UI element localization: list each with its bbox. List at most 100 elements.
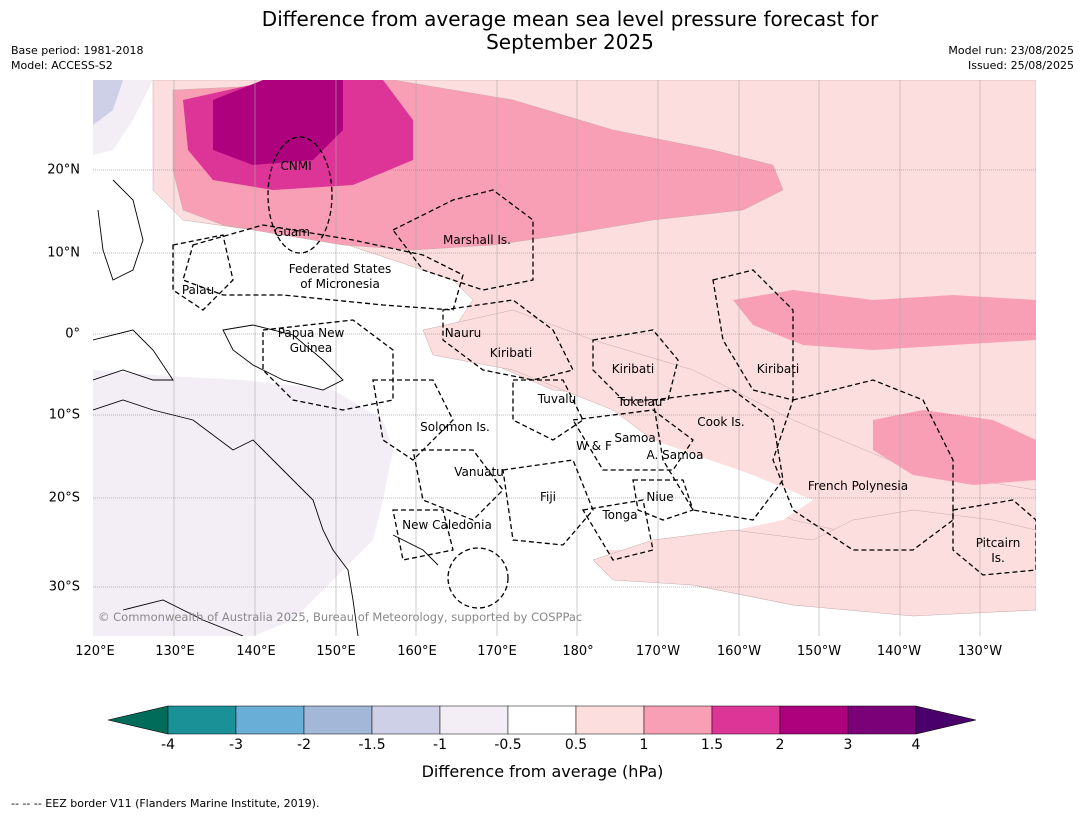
colorbar-segment-1 — [235, 705, 305, 735]
region-label-pitcairn-1: Pitcairn — [975, 536, 1021, 550]
coast-new-zealand — [122, 599, 244, 636]
lon-label-130w: 130°W — [957, 644, 1003, 659]
region-label-kiribati-phoenix: Kiribati — [611, 362, 655, 376]
eez-marshall — [392, 189, 534, 291]
colorbar-tick-label: 2 — [775, 737, 785, 753]
region-label-wallis-futuna: W & F — [576, 439, 612, 453]
meta-right: Model run: 23/08/2025 Issued: 25/08/2025 — [948, 43, 1074, 73]
eez-kiribati-phoenix — [592, 329, 679, 401]
region-label-vanuatu: Vanuatu — [454, 465, 504, 479]
colorbar-under-arrow — [107, 705, 169, 735]
eez-cook — [652, 389, 784, 521]
colorbar-tick-label: -1.5 — [358, 737, 386, 753]
anomaly-contour-neg-1 — [93, 80, 123, 125]
region-label-kiribati-gilbert: Kiribati — [489, 346, 533, 360]
region-label-tonga: Tonga — [602, 508, 638, 522]
eez-kiribati-gilbert — [442, 299, 574, 381]
region-label-solomon: Solomon Is. — [420, 420, 490, 434]
region-label-french-polynesia: French Polynesia — [807, 479, 909, 493]
lon-label-150w: 150°W — [796, 644, 842, 659]
colorbar-title: Difference from average (hPa) — [421, 762, 664, 781]
title-line-2: September 2025 — [486, 30, 654, 54]
region-label-fsm-2: of Micronesia — [300, 277, 380, 291]
region-label-tokelau: Tokelau — [617, 395, 663, 409]
eez-new-caledonia — [392, 509, 454, 561]
region-label-american-samoa: A. Samoa — [646, 448, 704, 462]
eez-tuvalu — [512, 379, 584, 441]
gridlines — [173, 80, 981, 636]
coast-australia — [93, 399, 359, 636]
eez-island-south — [447, 547, 509, 609]
eez-solomon — [372, 379, 454, 461]
colorbar-segment-4 — [439, 705, 509, 735]
eez-fiji — [502, 459, 594, 546]
model-run: Model run: 23/08/2025 — [948, 44, 1074, 57]
colorbar-tick-label: 4 — [911, 737, 921, 753]
meta-left: Base period: 1981-2018 Model: ACCESS-S2 — [11, 43, 143, 73]
eez-cnmi-guam — [267, 136, 333, 254]
region-label-fiji: Fiji — [539, 490, 557, 504]
lat-label-10n: 10°N — [47, 245, 80, 261]
base-period: Base period: 1981-2018 — [11, 44, 144, 57]
eez-fsm — [182, 224, 464, 311]
colorbar-segment-10 — [847, 705, 917, 735]
colorbar-segment-8 — [711, 705, 781, 735]
coast-indonesia — [93, 329, 174, 381]
colorbar-tick-label: 1 — [639, 737, 649, 753]
colorbar-tick-label: 1.5 — [700, 737, 724, 753]
colorbar-segment-9 — [779, 705, 849, 735]
eez-borders — [172, 136, 1036, 609]
colorbar-tick-label: -3 — [229, 737, 243, 753]
region-label-cook: Cook Is. — [697, 415, 745, 429]
chart-title: Difference from average mean sea level p… — [0, 8, 1085, 54]
lat-label-30s: 30°S — [48, 579, 80, 595]
eez-french-polynesia — [772, 379, 954, 551]
map-canvas — [93, 80, 1036, 636]
lon-label-170e: 170°E — [477, 644, 517, 659]
region-label-tuvalu: Tuvalu — [537, 392, 577, 406]
anomaly-contour-1-1.5-southeast — [873, 410, 1036, 485]
lat-label-20n: 20°N — [47, 162, 80, 178]
lat-label-0: 0° — [65, 326, 80, 342]
colorbar-tick-label: -0.5 — [494, 737, 522, 753]
region-label-nauru: Nauru — [444, 326, 482, 340]
region-label-cnmi: CNMI — [280, 159, 312, 173]
issued-date: Issued: 25/08/2025 — [967, 59, 1074, 72]
region-label-new-caledonia: New Caledonia — [402, 518, 492, 532]
lat-label-20s: 20°S — [48, 490, 80, 506]
colorbar-tick-label: 0.5 — [564, 737, 588, 753]
region-label-niue: Niue — [646, 490, 674, 504]
colorbar-over-arrow — [915, 705, 977, 735]
coastlines — [93, 179, 439, 636]
colorbar-tick-label: -4 — [161, 737, 175, 753]
colorbar — [107, 705, 977, 735]
copyright-notice: © Commonwealth of Australia 2025, Bureau… — [98, 610, 583, 624]
coast-new-guinea — [222, 324, 344, 391]
colorbar-tick-label: 3 — [843, 737, 853, 753]
colorbar-segment-7 — [643, 705, 713, 735]
anomaly-contour-neg-0.5 — [93, 370, 393, 636]
region-label-png-1: Papua New — [277, 326, 345, 340]
eez-vanuatu — [412, 449, 504, 521]
lon-label-130e: 130°E — [155, 644, 195, 659]
region-label-kiribati-line: Kiribati — [756, 362, 800, 376]
colorbar-segment-5 — [507, 705, 577, 735]
lon-label-150e: 150°E — [316, 644, 356, 659]
eez-tonga — [581, 499, 654, 561]
coast-philippines — [97, 179, 144, 281]
colorbar-segment-6 — [575, 705, 645, 735]
forecast-map — [93, 80, 1036, 636]
eez-samoa-wf — [571, 409, 694, 471]
anomaly-contour-2-3 — [213, 80, 343, 165]
model-name: Model: ACCESS-S2 — [11, 59, 113, 72]
region-label-samoa: Samoa — [614, 431, 656, 445]
lon-label-140e: 140°E — [236, 644, 276, 659]
colorbar-tick-label: -2 — [297, 737, 311, 753]
eez-palau — [172, 234, 234, 311]
title-line-1: Difference from average mean sea level p… — [261, 7, 879, 31]
colorbar-segment-2 — [303, 705, 373, 735]
anomaly-contour-1-1.5-east — [733, 290, 1036, 350]
eez-legend-note: -- -- -- EEZ border V11 (Flanders Marine… — [11, 797, 320, 810]
anomaly-contour-0.5-1-east — [422, 309, 1036, 561]
lon-label-170w: 170°W — [635, 644, 681, 659]
